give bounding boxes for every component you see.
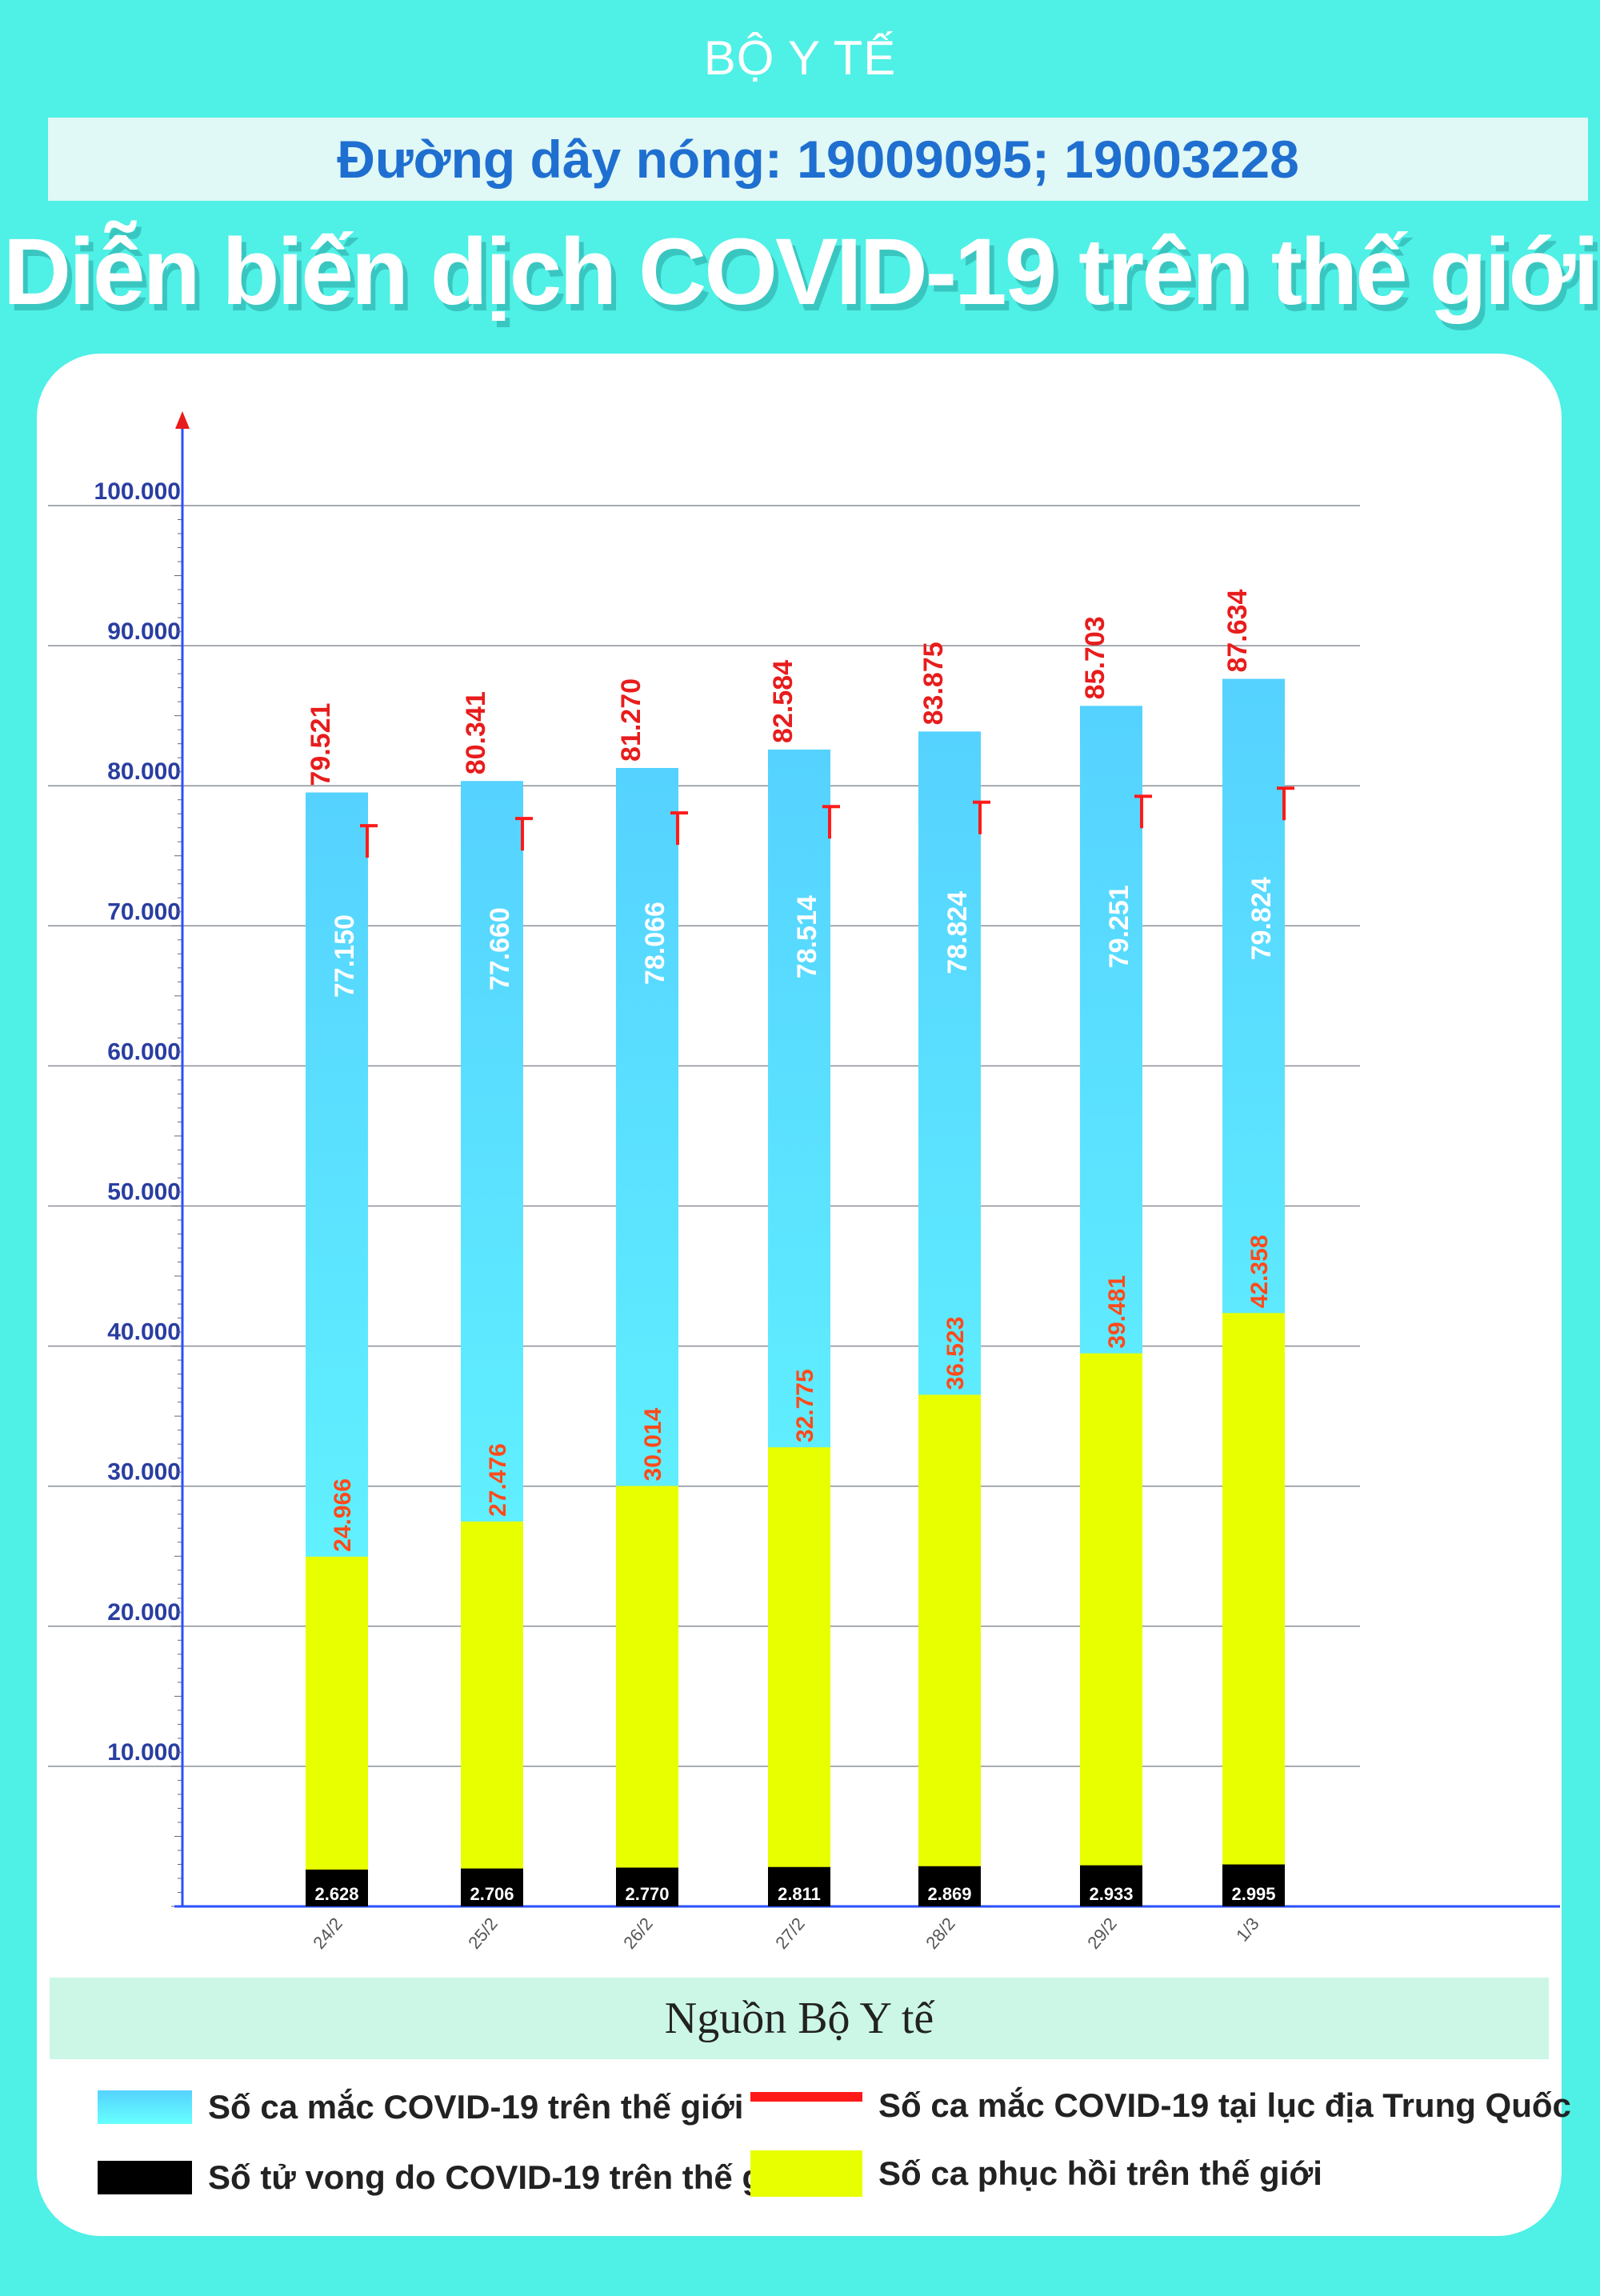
- deaths-bar: [768, 1866, 830, 1906]
- legend-recovered-swatch-icon: [750, 2150, 862, 2197]
- x-tick-label: 1/3: [1232, 1914, 1263, 1946]
- x-tick-label: 27/2: [771, 1914, 809, 1953]
- y-tick-label: 60.000: [107, 1038, 181, 1065]
- recovered-bar: [918, 1394, 981, 1906]
- cases-value-label: 87.634: [1222, 589, 1253, 672]
- hotline-text: Đường dây nóng: 19009095; 19003228: [337, 130, 1299, 189]
- y-tick-label: 50.000: [107, 1179, 181, 1206]
- china-value-label: 79.251: [1104, 885, 1134, 968]
- x-tick-label: 26/2: [619, 1914, 657, 1953]
- legend-deaths-swatch-icon: [98, 2161, 192, 2194]
- recovered-bar: [461, 1521, 523, 1906]
- axes: 10.000 20.000 30.000 40.000 50.000 60.000 70.0…: [94, 411, 1560, 1908]
- x-tick-label: 29/2: [1083, 1914, 1121, 1953]
- source-note: Nguồn Bộ Y tế: [50, 1978, 1549, 2059]
- recovered-value-label: 24.966: [330, 1478, 356, 1552]
- cases-value-label: 80.341: [461, 691, 491, 774]
- legend-item-cases: Số ca mắc COVID-19 trên thế giới: [98, 2088, 743, 2126]
- deaths-value-label: 2.869: [927, 1884, 971, 1904]
- y-tick-label: 40.000: [107, 1319, 181, 1346]
- chart: 10.000 20.000 30.000 40.000 50.000 60.000 70.0…: [48, 411, 1560, 1953]
- cases-value-label: 79.521: [306, 703, 336, 786]
- recovered-bar: [1222, 1313, 1285, 1906]
- deaths-value-label: 2.811: [778, 1884, 821, 1904]
- deaths-value-label: 2.995: [1231, 1884, 1275, 1904]
- deaths-bar: [1222, 1864, 1285, 1906]
- deaths-bar: [461, 1868, 523, 1906]
- china-value-label: 78.824: [942, 891, 973, 974]
- china-value-label: 77.660: [485, 907, 515, 990]
- legend-item-deaths: Số tử vong do COVID-19 trên thế giới: [98, 2158, 805, 2197]
- china-value-label: 79.824: [1246, 877, 1277, 960]
- legend-cases-swatch-icon: [98, 2090, 192, 2124]
- china-value-label: 78.066: [640, 902, 670, 985]
- cases-value-label: 83.875: [918, 642, 949, 725]
- y-tick-label: 100.000: [94, 478, 181, 505]
- china-value-label: 77.150: [330, 914, 360, 998]
- organization-name: BỘ Y TẾ: [703, 31, 897, 85]
- cases-value-label: 85.703: [1080, 616, 1110, 699]
- x-tick-label: 25/2: [464, 1914, 502, 1953]
- deaths-bar: [306, 1869, 368, 1906]
- legend-china-red-line-icon: [750, 2092, 862, 2102]
- deaths-value-label: 2.706: [470, 1884, 514, 1904]
- recovered-value-label: 32.775: [792, 1369, 818, 1442]
- legend-item-recovered: Số ca phục hồi trên thế giới: [750, 2150, 1322, 2197]
- x-tick-label: 24/2: [309, 1914, 346, 1953]
- grid-lines: [48, 505, 1360, 1767]
- y-tick-label: 30.000: [107, 1459, 181, 1486]
- y-tick-label: 20.000: [107, 1599, 181, 1626]
- recovered-value-label: 27.476: [485, 1443, 511, 1517]
- china-value-label: 78.514: [792, 895, 822, 978]
- recovered-value-label: 30.014: [640, 1407, 666, 1481]
- legend-label: Số ca phục hồi trên thế giới: [878, 2154, 1322, 2192]
- deaths-bar: [1080, 1865, 1142, 1906]
- deaths-value-label: 2.628: [314, 1884, 358, 1904]
- x-tick-label: 28/2: [922, 1914, 959, 1953]
- legend-item-china: Số ca mắc COVID-19 tại lục địa Trung Quố…: [750, 2086, 1571, 2125]
- hotline-banner: Đường dây nóng: 19009095; 19003228: [48, 118, 1588, 201]
- recovered-bar: [1080, 1353, 1142, 1906]
- y-tick-label: 70.000: [107, 898, 181, 925]
- deaths-bar: [616, 1867, 678, 1906]
- bars: [306, 678, 1294, 1907]
- y-axis-arrow-icon: [175, 411, 190, 429]
- y-tick-label: 10.000: [107, 1739, 181, 1766]
- deaths-value-label: 2.770: [625, 1884, 669, 1904]
- page-title: Diễn biến dịch COVID-19 trên thế giới: [2, 219, 1599, 325]
- cases-value-label: 81.270: [616, 678, 646, 762]
- recovered-bar: [768, 1447, 830, 1906]
- source-text: Nguồn Bộ Y tế: [664, 1994, 934, 2043]
- recovered-value-label: 42.358: [1246, 1235, 1273, 1309]
- legend-label: Số ca mắc COVID-19 tại lục địa Trung Quố…: [878, 2086, 1571, 2124]
- recovered-value-label: 39.481: [1104, 1275, 1130, 1349]
- y-tick-label: 80.000: [107, 758, 181, 785]
- legend-label: Số ca mắc COVID-19 trên thế giới: [208, 2088, 744, 2126]
- deaths-value-label: 2.933: [1089, 1884, 1133, 1904]
- recovered-bar: [306, 1556, 368, 1906]
- cases-value-label: 82.584: [768, 660, 798, 743]
- legend-label: Số tử vong do COVID-19 trên thế giới: [208, 2158, 806, 2196]
- recovered-bar: [616, 1486, 678, 1906]
- y-tick-label: 90.000: [107, 618, 181, 645]
- deaths-bar: [918, 1866, 981, 1906]
- recovered-value-label: 36.523: [942, 1317, 969, 1390]
